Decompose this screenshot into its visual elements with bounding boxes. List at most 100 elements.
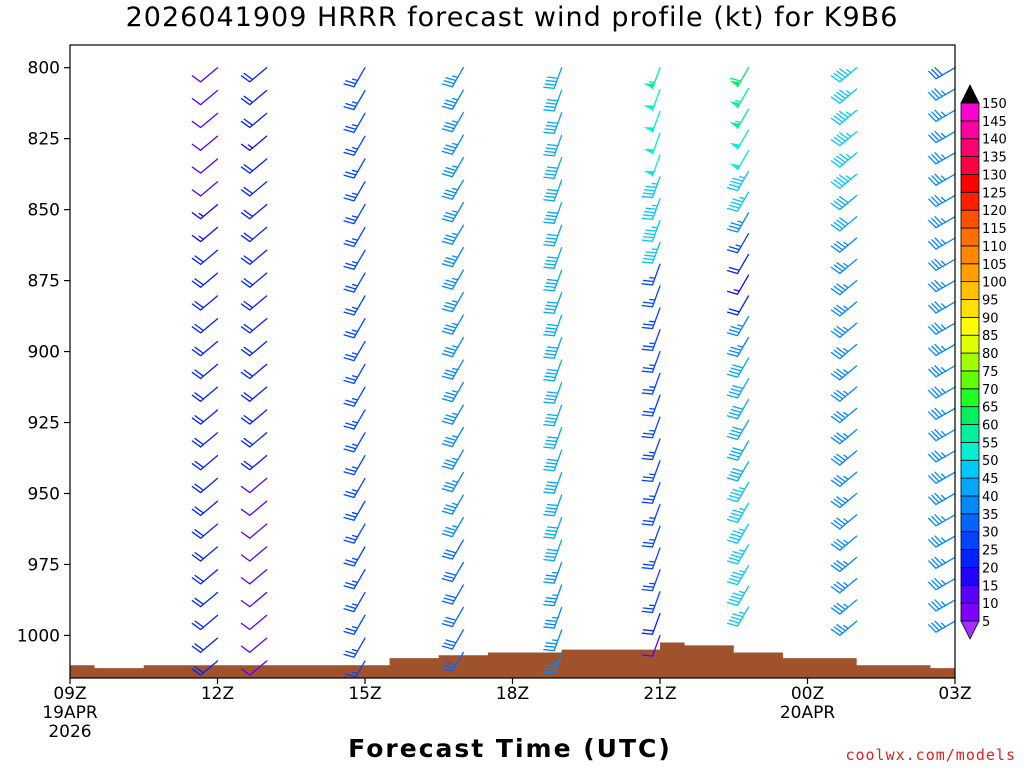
barb-shaft — [343, 112, 366, 134]
wind-barb-7-25 — [729, 87, 750, 109]
barb-shaft — [928, 556, 955, 570]
barb-shaft — [830, 492, 858, 509]
wind-barb-9-24 — [928, 109, 955, 122]
wind-barb-6-21 — [641, 176, 661, 199]
wind-barb-3-25 — [343, 89, 366, 111]
barb-shaft — [543, 291, 563, 314]
barb-shaft — [641, 307, 661, 330]
colorbar-segment-110 — [960, 227, 980, 247]
colorbar-label-75: 75 — [982, 365, 999, 380]
barb-shaft — [830, 578, 858, 594]
barb-shaft — [343, 569, 366, 590]
wind-barb-9-0 — [928, 620, 955, 633]
barb-shaft — [441, 471, 464, 493]
y-tick-label-925: 925 — [28, 414, 60, 434]
y-tick-label-1000: 1000 — [17, 626, 60, 646]
wind-barb-1-9 — [191, 454, 219, 471]
barb-shaft — [343, 386, 366, 407]
barb-shaft — [191, 637, 219, 653]
colorbar-segment-35 — [960, 495, 980, 515]
barb-shaft — [641, 416, 661, 439]
barb-shaft — [191, 546, 219, 562]
barb-shaft — [648, 67, 661, 90]
wind-barb-2-9 — [240, 454, 268, 471]
barb-shaft — [191, 569, 219, 585]
barb-shaft — [441, 202, 464, 223]
wind-barb-7-13 — [726, 336, 750, 358]
barb-shaft — [441, 224, 464, 245]
barb-shaft — [240, 660, 268, 676]
barb-shaft — [830, 365, 858, 381]
wind-barb-2-21 — [240, 181, 268, 197]
wind-barb-3-23 — [343, 135, 366, 156]
barb-shaft — [830, 130, 858, 147]
barb-shaft — [735, 87, 750, 109]
wind-barb-8-24 — [830, 109, 858, 126]
barb-shaft — [928, 365, 955, 378]
wind-barb-9-1 — [928, 599, 955, 612]
barb-shaft — [928, 577, 955, 591]
barb-shaft — [830, 194, 858, 211]
barb-shaft — [240, 181, 268, 197]
wind-barb-1-10 — [191, 432, 219, 448]
wind-barb-2-17 — [240, 272, 268, 288]
wind-barb-9-16 — [928, 279, 955, 293]
wind-barb-1-4 — [191, 569, 219, 585]
wind-barb-2-4 — [240, 569, 268, 585]
x-tick-label-09Z: 09Z — [53, 684, 86, 704]
wind-barb-5-4 — [543, 561, 563, 584]
wind-barb-5-7 — [543, 494, 563, 517]
barb-shaft — [191, 135, 219, 151]
barb-shaft — [830, 88, 858, 104]
x-tick-sublabel-00Z-0: 20APR — [780, 703, 836, 723]
wind-barb-8-4 — [830, 535, 858, 551]
y-tick-label-975: 975 — [28, 555, 60, 575]
barb-shaft — [830, 343, 858, 360]
wind-barb-5-20 — [543, 202, 563, 224]
barb-shaft — [928, 450, 955, 463]
wind-barb-4-5 — [441, 539, 464, 560]
y-tick-label-950: 950 — [28, 484, 60, 504]
wind-barb-4-25 — [441, 89, 464, 110]
wind-barb-7-26 — [729, 67, 750, 88]
wind-barb-4-1 — [441, 629, 464, 650]
wind-barb-1-25 — [191, 89, 219, 106]
barb-shaft — [928, 343, 955, 357]
wind-barb-3-19 — [343, 226, 366, 248]
wind-barb-6-18 — [641, 241, 661, 264]
barb-shaft — [343, 409, 366, 430]
credit-link[interactable]: coolwx.com/models — [845, 746, 1016, 764]
colorbar-label-10: 10 — [982, 597, 999, 612]
wind-barb-5-17 — [543, 269, 563, 292]
barb-shaft — [240, 340, 268, 357]
barb-shaft — [240, 500, 268, 517]
barb-shaft — [641, 612, 661, 635]
wind-barb-4-23 — [441, 134, 464, 155]
wind-barb-4-19 — [441, 224, 464, 245]
wind-barb-4-14 — [441, 336, 464, 358]
barb-shaft — [441, 584, 464, 605]
x-tick-label-18Z: 18Z — [496, 684, 529, 704]
wind-barb-3-15 — [343, 318, 366, 339]
barb-shaft — [543, 629, 563, 652]
x-tick-label-12Z: 12Z — [201, 684, 234, 704]
barb-shaft — [928, 258, 955, 271]
wind-barb-7-20 — [726, 191, 750, 212]
wind-barb-3-24 — [343, 112, 366, 134]
barb-shaft — [343, 181, 366, 202]
barb-shaft — [726, 253, 750, 275]
barb-shaft — [641, 438, 661, 461]
colorbar-segment-115 — [960, 209, 980, 229]
barb-shaft — [343, 660, 366, 678]
barb-shaft — [830, 599, 858, 615]
barb-shaft — [726, 315, 750, 337]
wind-barb-1-16 — [191, 295, 219, 311]
barb-shaft — [441, 336, 464, 358]
wind-barb-1-13 — [191, 363, 219, 380]
barb-shaft — [543, 314, 563, 337]
barb-shaft — [726, 336, 750, 358]
wind-barb-8-22 — [830, 152, 858, 168]
wind-barb-6-23 — [643, 132, 661, 155]
wind-barb-8-7 — [830, 471, 858, 487]
wind-barb-2-3 — [240, 591, 268, 608]
